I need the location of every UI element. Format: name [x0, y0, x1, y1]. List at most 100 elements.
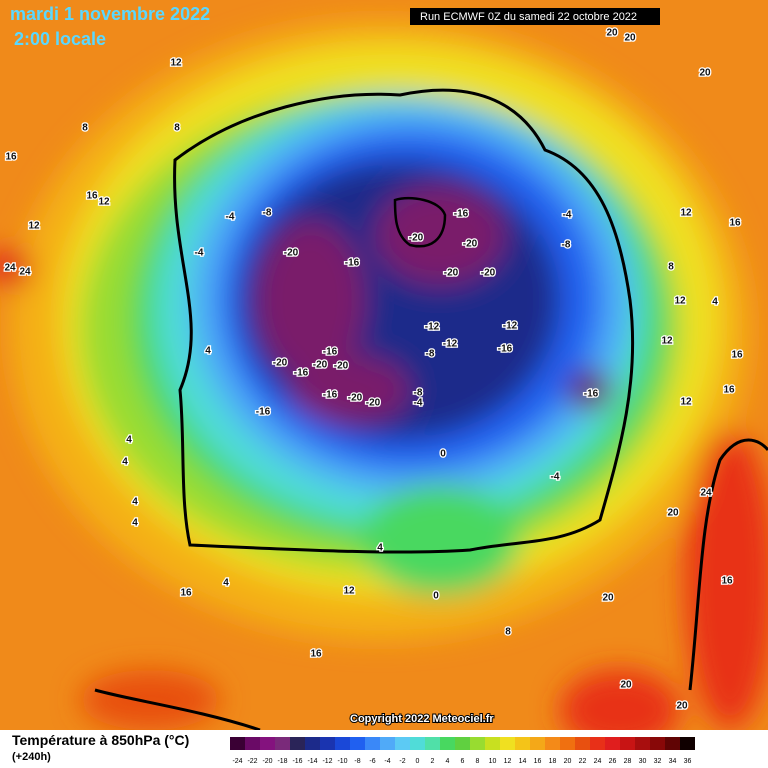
- legend-title: Température à 850hPa (°C): [12, 732, 189, 748]
- colorbar-swatch: [320, 737, 335, 750]
- colorbar-tick-label: -2: [399, 758, 405, 765]
- contour-label: -20: [481, 268, 496, 279]
- colorbar-swatch: [500, 737, 515, 750]
- temperature-field: [0, 20, 768, 730]
- colorbar-tick-label: -14: [307, 758, 317, 765]
- contour-label: 12: [661, 336, 673, 347]
- contour-label: -4: [563, 210, 572, 221]
- colorbar-tick-label: -20: [262, 758, 272, 765]
- contour-label: -20: [444, 268, 459, 279]
- contour-label: -12: [503, 321, 518, 332]
- contour-label: 16: [731, 350, 743, 361]
- contour-label: 24: [700, 488, 712, 499]
- contour-label: 12: [674, 296, 686, 307]
- colorbar-tick-label: 4: [446, 758, 450, 765]
- colorbar-swatch: [455, 737, 470, 750]
- field-red-west: [0, 248, 32, 288]
- contour-label: 12: [170, 58, 182, 69]
- field-red-south: [560, 670, 680, 730]
- colorbar-tick-label: -4: [384, 758, 390, 765]
- contour-label: -4: [195, 248, 204, 259]
- contour-labels: -20-16-20-16-20-20 -20-12 -12-12-8 -16-16-2…: [3, 26, 744, 713]
- run-box: [410, 8, 660, 25]
- colorbar-swatch: [605, 737, 620, 750]
- colorbar-swatch: [665, 737, 680, 750]
- contour-label: 20: [602, 593, 614, 604]
- field-green-south: [360, 485, 520, 595]
- contour-label: 4: [126, 435, 132, 446]
- contour-label: -16: [323, 347, 338, 358]
- contour-label: 8: [82, 123, 88, 134]
- contour-label: -8: [562, 240, 571, 251]
- isotherm-contour-southwest: [94, 688, 261, 730]
- colorbar-tick-label: 28: [624, 758, 632, 765]
- colorbar-swatch: [335, 737, 350, 750]
- isotherm-contour-warm: [688, 438, 768, 691]
- field-purple-south: [290, 355, 410, 425]
- contour-label: 4: [205, 346, 211, 357]
- contour-label: 8: [668, 262, 674, 273]
- contour-label: 20: [624, 33, 636, 44]
- contour-label: 4: [132, 497, 138, 508]
- colorbar-tick-label: 22: [579, 758, 587, 765]
- colorbar-swatch: [410, 737, 425, 750]
- contour-label: -20: [366, 398, 381, 409]
- contour-label: -20: [334, 361, 349, 372]
- contour-label: 24: [19, 267, 31, 278]
- contour-label: -20: [284, 248, 299, 259]
- colorbar-tick-label: 2: [431, 758, 435, 765]
- colorbar-swatch: [515, 737, 530, 750]
- map: -20-16-20-16-20-20 -20-12 -12-12-8 -16-16-2…: [0, 0, 768, 730]
- contour-label: 8: [505, 627, 511, 638]
- colorbar-tick-label: 0: [416, 758, 420, 765]
- colorbar-tick-label: -6: [369, 758, 375, 765]
- contour-label: -16: [294, 368, 309, 379]
- contour-label: -8: [263, 208, 272, 219]
- contour-label: 8: [174, 123, 180, 134]
- local-time: 2:00 locale: [14, 29, 106, 49]
- colorbar-swatch: [425, 737, 440, 750]
- contour-label: -16: [498, 344, 513, 355]
- contour-label: -20: [273, 358, 288, 369]
- colorbar-swatch: [650, 737, 665, 750]
- contour-label: 4: [712, 297, 718, 308]
- contour-label: -20: [463, 239, 478, 250]
- contour-label: 4: [377, 543, 383, 554]
- colorbar-tick-label: 8: [476, 758, 480, 765]
- copyright: Copyright 2022 Meteociel.fr: [350, 713, 494, 725]
- contour-label: 16: [729, 218, 741, 229]
- colorbar-swatch: [635, 737, 650, 750]
- colorbar-swatch: [245, 737, 260, 750]
- contour-label: 4: [223, 578, 229, 589]
- contour-label: -16: [454, 209, 469, 220]
- colorbar-tick-label: 14: [519, 758, 527, 765]
- contour-label: -4: [551, 472, 560, 483]
- isotherm-contour: [173, 88, 635, 554]
- field-purple-east: [568, 370, 612, 410]
- contour-label: -12: [425, 322, 440, 333]
- contour-label: 16: [86, 191, 98, 202]
- contour-label: 4: [132, 518, 138, 529]
- colorbar-swatch: [290, 737, 305, 750]
- contour-label: 16: [180, 588, 192, 599]
- colorbar-tick-label: -22: [247, 758, 257, 765]
- colorbar-tick-label: 10: [489, 758, 497, 765]
- contour-label: -16: [323, 390, 338, 401]
- contour-label: 0: [433, 591, 439, 602]
- colorbar-tick-label: 24: [594, 758, 602, 765]
- contour-label: -20: [348, 393, 363, 404]
- contour-label: -8: [426, 349, 435, 360]
- colorbar-tick-label: 36: [684, 758, 692, 765]
- contour-label: 20: [606, 28, 618, 39]
- contour-label: 20: [676, 701, 688, 712]
- contour-label: -20: [313, 360, 328, 371]
- colorbar-tick-label: 30: [639, 758, 647, 765]
- colorbar-tick-label: 18: [549, 758, 557, 765]
- isotherm-contour-cold: [393, 196, 447, 248]
- contour-label: 0: [440, 449, 446, 460]
- colorbar-swatch: [575, 737, 590, 750]
- contour-label: 20: [699, 68, 711, 79]
- contour-label: 12: [343, 586, 355, 597]
- contour-label: 12: [28, 221, 40, 232]
